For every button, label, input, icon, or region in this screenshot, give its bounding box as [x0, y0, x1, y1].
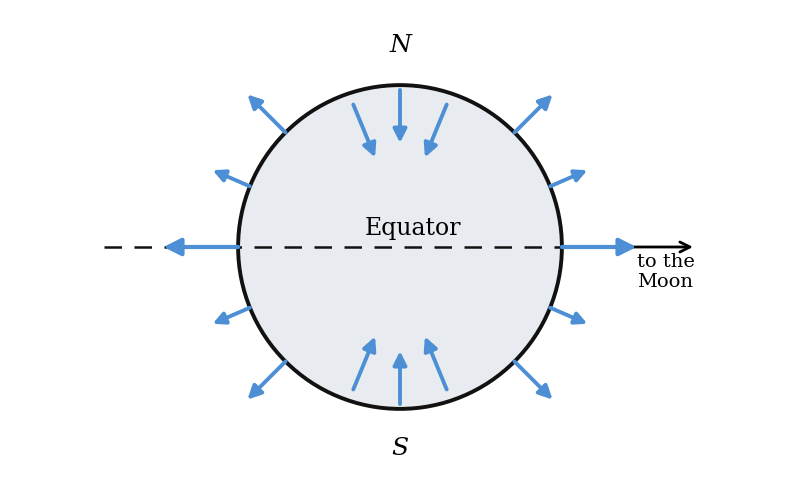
Text: Equator: Equator: [364, 217, 461, 240]
Text: S: S: [391, 437, 409, 460]
Text: N: N: [389, 34, 411, 57]
Circle shape: [238, 85, 562, 409]
Text: to the
Moon: to the Moon: [637, 252, 694, 291]
